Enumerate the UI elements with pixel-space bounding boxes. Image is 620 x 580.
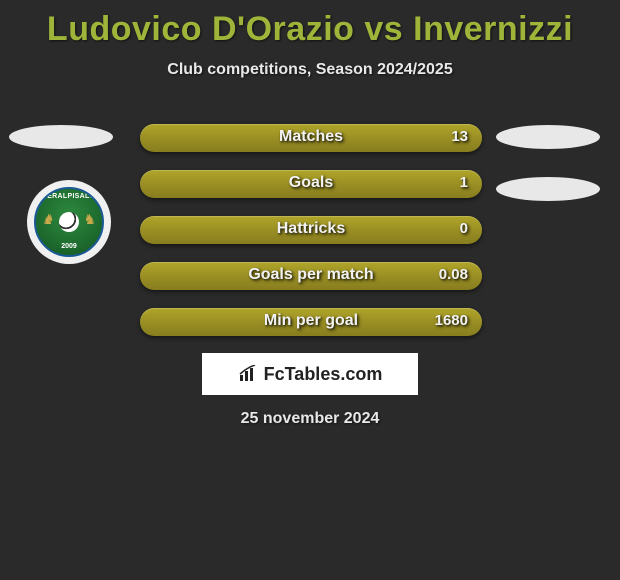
brand-logo: FcTables.com [202, 353, 418, 395]
badge-bottom-text: 2009 [36, 243, 102, 250]
stats-bars: Matches 13 Goals 1 Hattricks 0 Goals per… [140, 124, 482, 354]
stat-label: Matches [140, 124, 482, 150]
stat-value: 0.08 [439, 262, 468, 288]
stat-value: 0 [460, 216, 468, 242]
stat-label: Min per goal [140, 308, 482, 334]
badge-lion-right-icon: ♞ [83, 211, 96, 228]
stat-row-min-per-goal: Min per goal 1680 [140, 308, 482, 336]
stat-row-goals: Goals 1 [140, 170, 482, 198]
stat-value: 13 [451, 124, 468, 150]
stat-label: Goals [140, 170, 482, 196]
stat-row-hattricks: Hattricks 0 [140, 216, 482, 244]
date-text: 25 november 2024 [0, 410, 620, 428]
subtitle: Club competitions, Season 2024/2025 [0, 61, 620, 79]
stat-value: 1680 [435, 308, 468, 334]
page-title: Ludovico D'Orazio vs Invernizzi [0, 0, 620, 49]
badge-top-text: FERALPISALO [36, 193, 102, 200]
badge-lion-left-icon: ♞ [42, 211, 55, 228]
stat-row-goals-per-match: Goals per match 0.08 [140, 262, 482, 290]
brand-text: FcTables.com [264, 364, 383, 385]
chart-icon [238, 365, 260, 383]
stat-value: 1 [460, 170, 468, 196]
stat-label: Goals per match [140, 262, 482, 288]
stat-label: Hattricks [140, 216, 482, 242]
player-right-placeholder-1 [496, 125, 600, 149]
club-badge: FERALPISALO ♞ ♞ 2009 [27, 180, 111, 264]
player-left-placeholder [9, 125, 113, 149]
badge-ball-icon [59, 212, 79, 232]
stat-row-matches: Matches 13 [140, 124, 482, 152]
player-right-placeholder-2 [496, 177, 600, 201]
